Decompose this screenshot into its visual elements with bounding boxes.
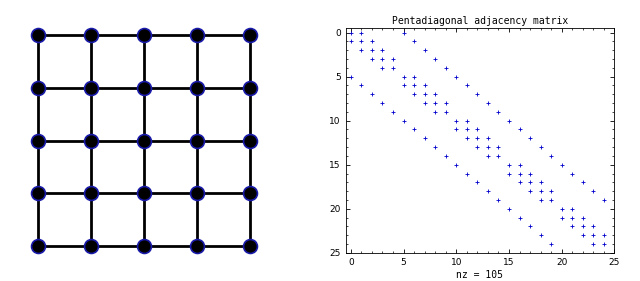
Title: Pentadiagonal adjacency matrix: Pentadiagonal adjacency matrix (392, 16, 568, 26)
X-axis label: nz = 105: nz = 105 (456, 269, 504, 280)
